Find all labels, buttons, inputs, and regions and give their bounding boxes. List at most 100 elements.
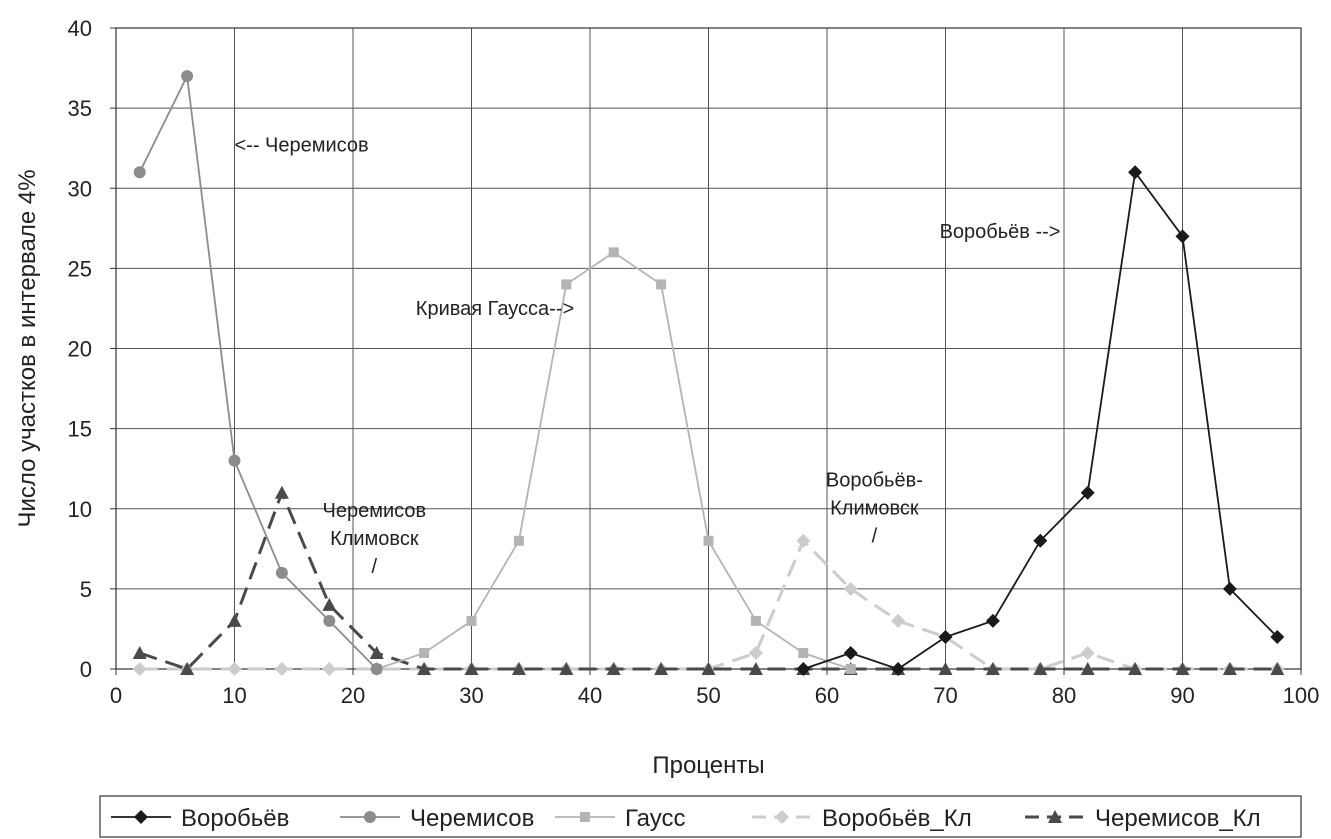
series-layer (132, 70, 1285, 676)
data-point (1033, 533, 1048, 548)
data-point (133, 166, 146, 179)
data-point (985, 613, 1000, 628)
data-point (323, 614, 336, 627)
data-point (1080, 485, 1095, 500)
data-point (132, 645, 147, 659)
data-point (1080, 662, 1095, 675)
y-tick-label: 35 (68, 96, 92, 121)
legend-label: Черемисов (410, 805, 534, 832)
data-point (1175, 662, 1190, 675)
data-point (938, 662, 953, 675)
data-point (513, 535, 524, 546)
annotations: <-- Черемисов Кривая Гаусса--> Воробьёв --… (235, 134, 1061, 577)
legend-swatch-marker (1048, 810, 1062, 823)
data-point (843, 645, 858, 660)
y-tick-label: 0 (80, 657, 92, 682)
x-tick-label: 10 (222, 683, 246, 708)
data-point (180, 662, 195, 675)
x-tick-label: 50 (696, 683, 720, 708)
x-tick-label: 20 (341, 683, 365, 708)
data-point (891, 613, 906, 628)
legend-label: Черемисов_Кл (1095, 805, 1261, 832)
legend-box (99, 795, 1302, 838)
data-point (1222, 581, 1237, 596)
data-point (322, 597, 337, 611)
legend-item: Черемисов (340, 805, 534, 832)
data-point (654, 662, 669, 675)
annotation-cheremisov_kl: Черемисов (323, 500, 427, 522)
legend-label: Гаусс (625, 805, 685, 832)
y-tick-label: 30 (68, 176, 92, 201)
data-point (750, 615, 761, 626)
annotation-vorobyov: Воробьёв --> (940, 221, 1061, 243)
series-line (803, 171, 1278, 670)
x-tick-label: 100 (1283, 683, 1320, 708)
y-tick-label: 20 (68, 337, 92, 362)
legend-label: Воробьёв (181, 805, 289, 832)
x-axis-label: Проценты (652, 752, 764, 779)
data-point (559, 662, 574, 675)
data-point (701, 662, 716, 675)
data-point (561, 279, 572, 290)
data-point (274, 662, 289, 676)
data-point (419, 647, 430, 658)
data-point (748, 645, 763, 660)
data-point (1033, 662, 1048, 675)
data-point (891, 662, 906, 676)
data-point (703, 535, 714, 546)
legend-item: Гаусс (555, 805, 685, 832)
data-point (466, 615, 477, 626)
data-point (938, 629, 953, 644)
x-tick-label: 70 (933, 683, 957, 708)
legend-item: Воробьёв_Кл (752, 805, 972, 832)
data-point (1222, 662, 1237, 675)
data-point (227, 662, 242, 676)
series-2 (133, 70, 383, 675)
data-point (464, 662, 479, 675)
data-point (275, 566, 288, 579)
data-point (843, 581, 858, 596)
x-tick-label: 30 (459, 683, 483, 708)
legend: Воробьёв Черемисов Гаусс Воробьёв_Кл Черемис… (99, 795, 1302, 838)
annotation-cheremisov: <-- Черемисов (235, 134, 369, 156)
annotation-cheremisov_kl: / (372, 556, 378, 578)
legend-swatch-marker (364, 811, 376, 823)
data-point (274, 485, 289, 499)
data-point (1080, 645, 1095, 660)
x-tick-label: 0 (110, 683, 122, 708)
legend-swatch-marker (775, 810, 789, 824)
y-tick-label: 10 (68, 497, 92, 522)
data-point (656, 279, 667, 290)
data-point (227, 613, 242, 627)
data-point (417, 662, 432, 675)
x-tick-label: 90 (1170, 683, 1194, 708)
legend-item: Черемисов_Кл (1025, 805, 1261, 832)
legend-item: Воробьёв (111, 805, 289, 832)
series-1 (796, 165, 1285, 676)
legend-swatch-marker (580, 812, 590, 822)
x-tick-label: 40 (578, 683, 602, 708)
data-point (1128, 662, 1143, 675)
data-point (132, 662, 147, 676)
y-tick-label: 25 (68, 256, 92, 281)
annotation-cheremisov_kl: Климовск (330, 528, 419, 550)
data-point (369, 645, 384, 659)
y-tick-label: 40 (68, 16, 92, 41)
grid (115, 27, 1302, 670)
annotation-vorobyov_kl: Воробьёв- (826, 469, 923, 491)
annotation-vorobyov_kl: Климовск (830, 497, 919, 519)
data-point (322, 662, 337, 676)
annotation-gauss: Кривая Гаусса--> (416, 298, 574, 320)
y-tick-label: 15 (68, 417, 92, 442)
y-tick-label: 5 (80, 577, 92, 602)
data-point (511, 662, 526, 675)
data-point (748, 662, 763, 675)
x-tick-label: 80 (1052, 683, 1076, 708)
data-point (1128, 165, 1143, 180)
series-3 (371, 247, 856, 674)
data-point (606, 662, 621, 675)
data-point (796, 533, 811, 548)
y-axis-label: Число участков в интервале 4% (14, 169, 41, 527)
data-point (1175, 229, 1190, 244)
